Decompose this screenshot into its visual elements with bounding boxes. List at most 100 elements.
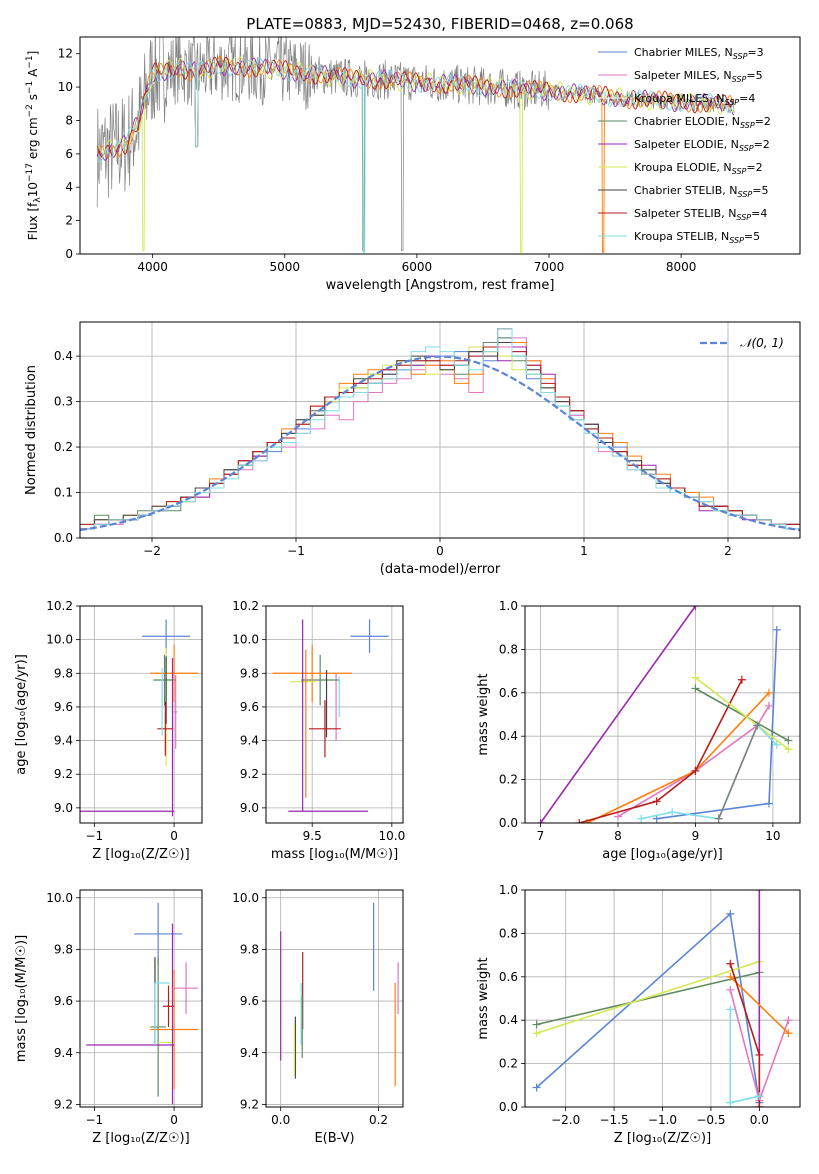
weight-marker <box>668 808 677 817</box>
x-axis-label: wavelength [Angstrom, rest frame] <box>326 278 555 293</box>
y-tick-label: 10.0 <box>46 633 73 647</box>
y-tick-label: 10.0 <box>46 891 73 905</box>
y-tick-label: 8 <box>65 113 73 127</box>
x-tick-label: 0 <box>436 544 444 558</box>
plot-area <box>280 902 399 1087</box>
legend-label: Salpeter MILES, NSSP=5 <box>634 69 763 84</box>
legend-label: Chabrier MILES, NSSP=3 <box>634 46 764 61</box>
legend-label-eq: =2 <box>755 115 771 128</box>
weight-marker <box>784 745 793 754</box>
weight-marker <box>691 684 700 693</box>
weight-series-line <box>695 687 789 742</box>
y-axis-label: Normed distribution <box>24 365 39 495</box>
y-axis-label: mass weight <box>476 673 491 755</box>
residual-histogram-panel: −2 −1 0 1 2 0.0 0.1 0.2 0.3 0.4 (data-model)/error… <box>24 321 801 577</box>
gaussian-curve <box>80 355 800 532</box>
y-axis-label-part: 10 <box>26 182 40 197</box>
axes-frame <box>265 889 404 1108</box>
y-tick-label: 9.0 <box>240 801 259 815</box>
y-tick-label: 0.0 <box>499 816 518 830</box>
x-axis-label: age [log₁₀(age/yr)] <box>602 847 723 862</box>
weight-marker <box>772 740 781 749</box>
y-axis-label-part: λ <box>33 197 43 203</box>
y-tick-label: 9.8 <box>240 666 259 680</box>
legend-label: Kroupa MILES, NSSP=4 <box>634 92 755 107</box>
axes-frame <box>79 889 203 1108</box>
legend-label: Chabrier STELIB, NSSP=5 <box>634 184 768 199</box>
plot-area <box>536 606 793 823</box>
y-axis-label: mass weight <box>476 957 491 1039</box>
axes-frame <box>524 889 801 1108</box>
weight-marker <box>753 721 762 730</box>
legend-label: Salpeter STELIB, NSSP=4 <box>634 207 767 222</box>
x-tick-label: −1.5 <box>600 1113 629 1127</box>
x-axis-label: E(B-V) <box>314 1131 354 1146</box>
model-spectrum-line <box>96 57 735 253</box>
y-tick-label: 9.4 <box>54 1046 73 1060</box>
weight-series-line <box>617 705 770 818</box>
legend-label-sub: SSP <box>740 121 755 130</box>
y-tick-label: 9.4 <box>54 734 73 748</box>
legend-label-sub: SSP <box>729 236 744 245</box>
weight-marker <box>613 812 622 821</box>
x-tick-label: 1 <box>580 544 588 558</box>
legend-label-text: Salpeter ELODIE, N <box>634 138 739 151</box>
x-tick-label: 6000 <box>402 260 433 274</box>
x-axis-label: mass [log₁₀(M/M☉)] <box>271 847 398 862</box>
weight-vs-metallicity-panel: −2.0 −1.5 −1.0 −0.5 0.0 0.0 0.2 0.4 0.6 0.8 1.0 Z [… <box>476 883 801 1146</box>
weight-marker <box>532 1029 541 1038</box>
y-tick-label: 0.8 <box>499 926 518 940</box>
legend-label-text: Chabrier ELODIE, N <box>634 115 740 128</box>
y-tick-label: 12 <box>58 47 73 61</box>
model-spectrum-line <box>96 57 735 161</box>
weight-vs-age-panel: 7 8 9 10 0.0 0.2 0.4 0.6 0.8 1.0 age [log₁₀(age/yr… <box>476 599 801 862</box>
x-tick-label: 9 <box>692 829 700 843</box>
legend-label-sub: SSP <box>736 213 751 222</box>
y-axis-label-part: −2 <box>25 104 35 117</box>
weight-marker <box>532 1083 541 1092</box>
x-tick-label: −2.0 <box>551 1113 580 1127</box>
y-axis-label: mass [log₁₀(M/M☉)] <box>14 935 29 1062</box>
y-tick-label: 9.8 <box>240 942 259 956</box>
y-tick-label: 0 <box>65 247 73 261</box>
weight-marker <box>691 766 700 775</box>
x-tick-label: −1 <box>287 544 305 558</box>
legend: Chabrier MILES, NSSP=3 Salpeter MILES, NS… <box>598 46 771 245</box>
y-tick-label: 9.6 <box>240 994 259 1008</box>
spectrum-panel: 4000 5000 6000 7000 8000 0 2 4 6 8 10 12 wavelength … <box>25 36 801 293</box>
x-axis-label: Z [log₁₀(Z/Z☉)] <box>92 1131 189 1146</box>
x-tick-label: 0 <box>170 1113 178 1127</box>
weight-marker <box>726 909 735 918</box>
legend-label-sub: SSP <box>733 52 748 61</box>
mass-vs-reddening-panel: 0.0 0.2 9.2 9.4 9.6 9.8 10.0 E(B-V) <box>232 889 404 1146</box>
y-tick-label: 6 <box>65 147 73 161</box>
y-tick-label: 0.4 <box>499 1013 518 1027</box>
x-tick-label: 0 <box>170 829 178 843</box>
weight-marker <box>755 1103 764 1107</box>
weight-marker <box>726 985 735 994</box>
y-tick-label: 9.6 <box>54 994 73 1008</box>
x-tick-label: 5000 <box>269 260 300 274</box>
x-tick-label: 10.0 <box>378 829 405 843</box>
legend-label-eq: =2 <box>754 138 770 151</box>
x-tick-label: 0.0 <box>271 1113 290 1127</box>
weight-marker <box>532 1020 541 1029</box>
y-tick-label: 0.6 <box>499 970 518 984</box>
weight-marker <box>726 972 735 981</box>
y-axis-label-part: s <box>26 94 40 104</box>
legend-label-text: Salpeter STELIB, N <box>634 207 736 220</box>
y-axis-label: age [log₁₀(age/yr)] <box>14 654 29 775</box>
weight-marker <box>652 797 661 806</box>
y-tick-label: 9.6 <box>54 700 73 714</box>
x-axis-label: Z [log₁₀(Z/Z☉)] <box>614 1131 711 1146</box>
y-tick-label: 10.2 <box>46 599 73 613</box>
weight-marker <box>784 736 793 745</box>
weight-marker <box>637 814 646 823</box>
legend-label-sub: SSP <box>724 98 739 107</box>
y-tick-label: 0.2 <box>499 1057 518 1071</box>
x-axis-label: Z [log₁₀(Z/Z☉)] <box>92 847 189 862</box>
axes-frame <box>79 321 801 539</box>
y-tick-label: 1.0 <box>499 599 518 613</box>
weight-series-line <box>578 679 743 823</box>
y-axis-label-part: −1 <box>25 55 35 68</box>
